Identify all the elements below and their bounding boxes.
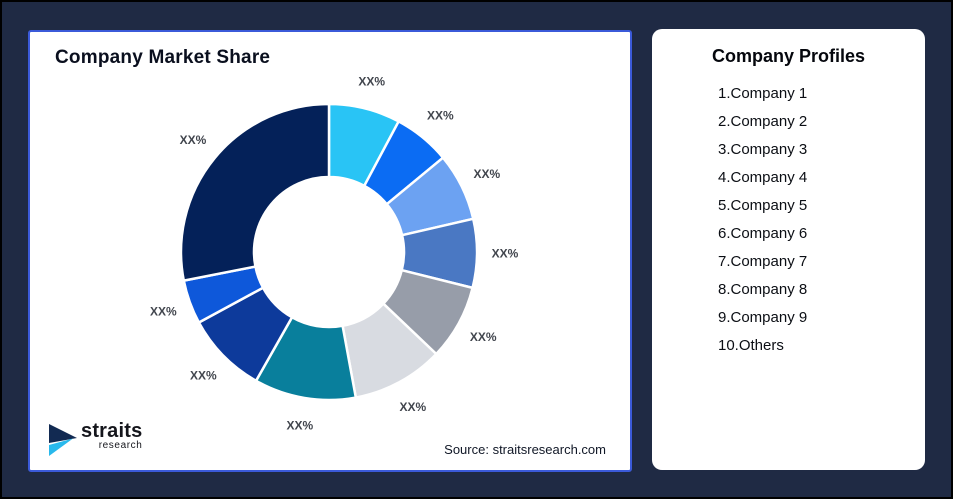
- straits-arrow-logo-icon: [49, 424, 77, 456]
- segment-label: XX%: [358, 74, 385, 88]
- segment-label: XX%: [473, 167, 500, 181]
- chart-title: Company Market Share: [55, 47, 271, 68]
- segment-label: XX%: [150, 305, 177, 319]
- profiles-title: Company Profiles: [711, 46, 866, 66]
- list-item: 9.Company 9: [718, 309, 808, 326]
- market-share-donut-chart: XX% XX% XX% XX% XX% XX% XX% XX% XX% XX%: [150, 74, 519, 433]
- list-item: 8.Company 8: [718, 281, 808, 298]
- list-item: 10.Others: [718, 337, 784, 354]
- segment-label: XX%: [190, 368, 217, 382]
- logo-text: straits research: [81, 420, 142, 451]
- list-item: 5.Company 5: [718, 197, 808, 214]
- segment-label: XX%: [180, 133, 207, 147]
- list-item: 2.Company 2: [718, 113, 808, 130]
- segment-label: XX%: [470, 330, 497, 344]
- company-profiles-panel: Company Profiles 1.Company 1 2.Company 2 3…: [652, 29, 925, 470]
- segment-label: XX%: [399, 400, 426, 414]
- source-attribution: Source: straitsresearch.com: [444, 442, 606, 457]
- segment-label: XX%: [492, 247, 519, 261]
- logo-subtitle: research: [98, 440, 143, 451]
- company-profiles-list: 1.Company 1 2.Company 2 3.Company 3 4.Compa…: [652, 80, 925, 360]
- list-item: 4.Company 4: [718, 169, 808, 186]
- list-item: 3.Company 3: [718, 141, 808, 158]
- straits-research-logo: straits research: [48, 420, 142, 457]
- donut-segment: [179, 102, 331, 282]
- list-item: 7.Company 7: [718, 253, 808, 270]
- logo-name: straits: [81, 420, 143, 442]
- market-share-panel: XX% XX% XX% XX% XX% XX% XX% XX% XX% XX% Company M…: [28, 30, 632, 472]
- list-item: 6.Company 6: [718, 225, 808, 242]
- segment-label: XX%: [286, 419, 313, 433]
- list-item: 1.Company 1: [718, 85, 808, 102]
- segment-label: XX%: [427, 109, 454, 123]
